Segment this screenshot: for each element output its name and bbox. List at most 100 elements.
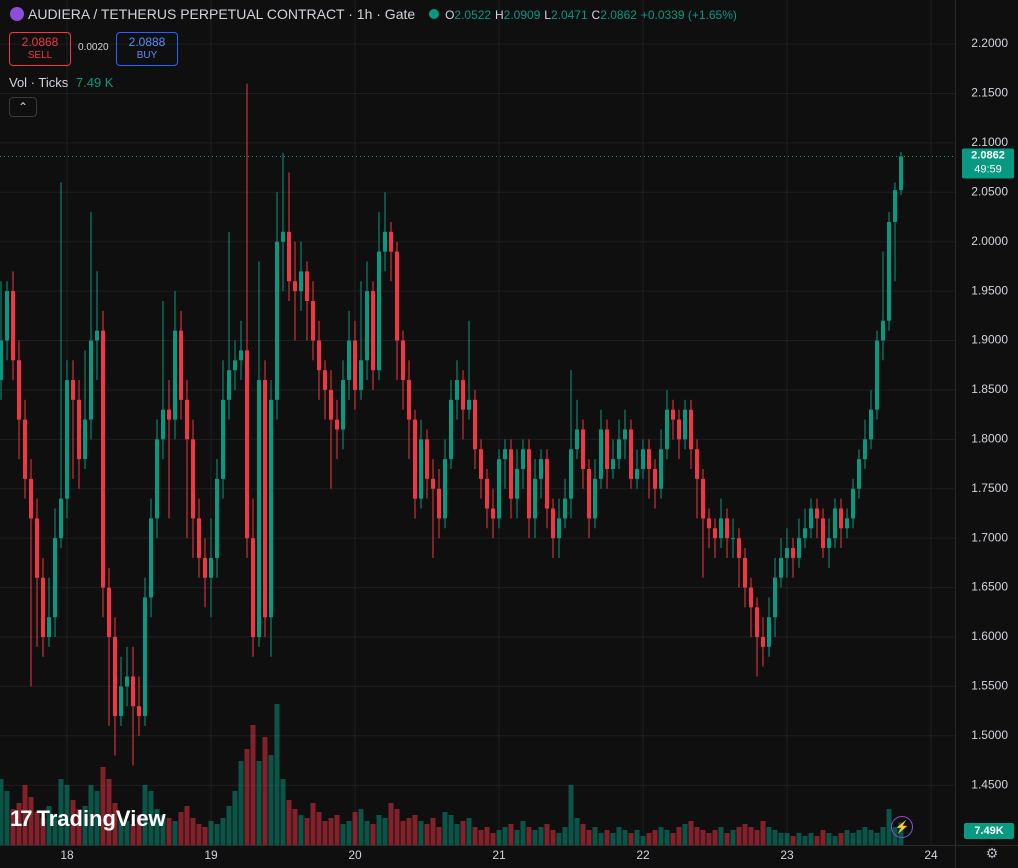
- candle-body: [827, 538, 831, 549]
- volume-bar: [190, 818, 196, 845]
- candle-body: [845, 518, 849, 529]
- y-tick-label: 2.1000: [971, 135, 1008, 149]
- candle-body: [743, 557, 748, 588]
- candle-body: [791, 548, 796, 558]
- candle-body: [269, 399, 274, 618]
- collapse-button[interactable]: ⌃: [9, 97, 37, 117]
- volume-bar: [640, 836, 646, 845]
- volume-bar: [316, 812, 322, 845]
- candle-body: [107, 587, 112, 637]
- volume-indicator-value: 7.49 K: [75, 75, 114, 90]
- volume-bar: [856, 830, 862, 845]
- volume-bar: [418, 821, 424, 845]
- candle-body: [341, 380, 346, 430]
- candle-body: [665, 409, 670, 450]
- candle-body: [521, 449, 526, 469]
- logo: 17 TradingView: [10, 806, 166, 832]
- symbol-title[interactable]: AUDIERA / TETHERUS PERPETUAL CONTRACT · …: [28, 6, 416, 22]
- last-volume-tag: [964, 823, 1014, 839]
- y-tick-label: 2.1500: [971, 86, 1008, 100]
- candle-body: [761, 636, 766, 647]
- candle-body: [755, 607, 760, 637]
- volume-bar: [790, 836, 796, 845]
- volume-bar: [784, 833, 790, 845]
- candle-body: [119, 686, 124, 717]
- candle-body: [617, 439, 622, 460]
- candle-body: [887, 221, 891, 321]
- volume-bar: [460, 821, 466, 845]
- volume-bar: [262, 737, 268, 845]
- candle-body: [395, 251, 400, 341]
- last-price-tag: [962, 148, 1014, 179]
- volume-bar: [454, 824, 460, 845]
- candle-body: [881, 320, 885, 341]
- volume-indicator[interactable]: Vol · Ticks: [9, 75, 69, 90]
- candle-body: [227, 370, 232, 400]
- sell-button[interactable]: 2.0868 SELL: [9, 32, 71, 66]
- candle-body: [11, 291, 16, 361]
- last-price-label: 2.0862: [971, 149, 1005, 161]
- volume-bar: [346, 821, 352, 845]
- candle-body: [449, 399, 454, 460]
- y-tick-label: 1.9000: [971, 333, 1008, 347]
- volume-bar: [862, 827, 868, 845]
- buy-button[interactable]: 2.0888 BUY: [116, 32, 178, 66]
- volume-bar: [394, 809, 400, 845]
- candle-body: [869, 409, 873, 440]
- volume-legend: Vol · Ticks 7.49 K: [9, 75, 113, 90]
- candle-body: [857, 459, 861, 489]
- candle-body: [611, 459, 616, 469]
- candle-body: [527, 449, 532, 519]
- candle-body: [539, 459, 544, 479]
- volume-bar: [358, 809, 364, 845]
- volume-bar: [376, 815, 382, 845]
- candle-body: [41, 577, 46, 637]
- volume-bar: [244, 749, 250, 845]
- candle-body: [803, 528, 808, 539]
- volume-bar: [844, 830, 850, 845]
- volume-bar: [124, 821, 130, 845]
- volume-bar: [52, 815, 58, 845]
- volume-bar: [724, 833, 730, 845]
- volume-bar: [406, 818, 412, 845]
- volume-bar: [388, 803, 394, 845]
- candle-body: [839, 508, 843, 529]
- candle-body: [851, 488, 855, 519]
- volume-bar: [256, 761, 262, 845]
- candle-body: [113, 636, 118, 717]
- volume-bar: [610, 833, 616, 845]
- volume-bar: [658, 827, 664, 845]
- candle-body: [23, 419, 28, 479]
- candle-body: [713, 528, 718, 539]
- volume-bar: [100, 767, 106, 845]
- candle-body: [179, 330, 184, 400]
- candle-body: [689, 409, 694, 450]
- volume-bar: [544, 824, 550, 845]
- volume-bar: [208, 821, 214, 845]
- volume-bar: [502, 827, 508, 845]
- volume-bar: [412, 815, 418, 845]
- volume-bar: [592, 827, 598, 845]
- volume-bar: [340, 824, 346, 845]
- volume-bar: [538, 827, 544, 845]
- ohlc-change: +0.0339 (+1.65%): [640, 8, 737, 22]
- candle-body: [563, 498, 568, 519]
- candle-body: [461, 380, 466, 410]
- volume-bar: [106, 779, 112, 845]
- candle-body: [149, 518, 154, 598]
- volume-bar: [178, 812, 184, 845]
- volume-bar: [646, 833, 652, 845]
- volume-bar: [184, 806, 190, 845]
- candle-body: [389, 231, 394, 252]
- volume-bar: [64, 785, 70, 845]
- candle-body: [371, 291, 376, 371]
- candle-body: [347, 340, 352, 381]
- volume-bar: [466, 818, 472, 845]
- candle-body: [821, 518, 825, 549]
- settings-button[interactable]: ⚙: [985, 845, 999, 861]
- volume-bar: [82, 806, 88, 845]
- lightning-button[interactable]: ⚡: [891, 816, 913, 838]
- y-tick-label: 2.0000: [971, 234, 1008, 248]
- volume-bar: [580, 824, 586, 845]
- candle-body: [233, 360, 238, 371]
